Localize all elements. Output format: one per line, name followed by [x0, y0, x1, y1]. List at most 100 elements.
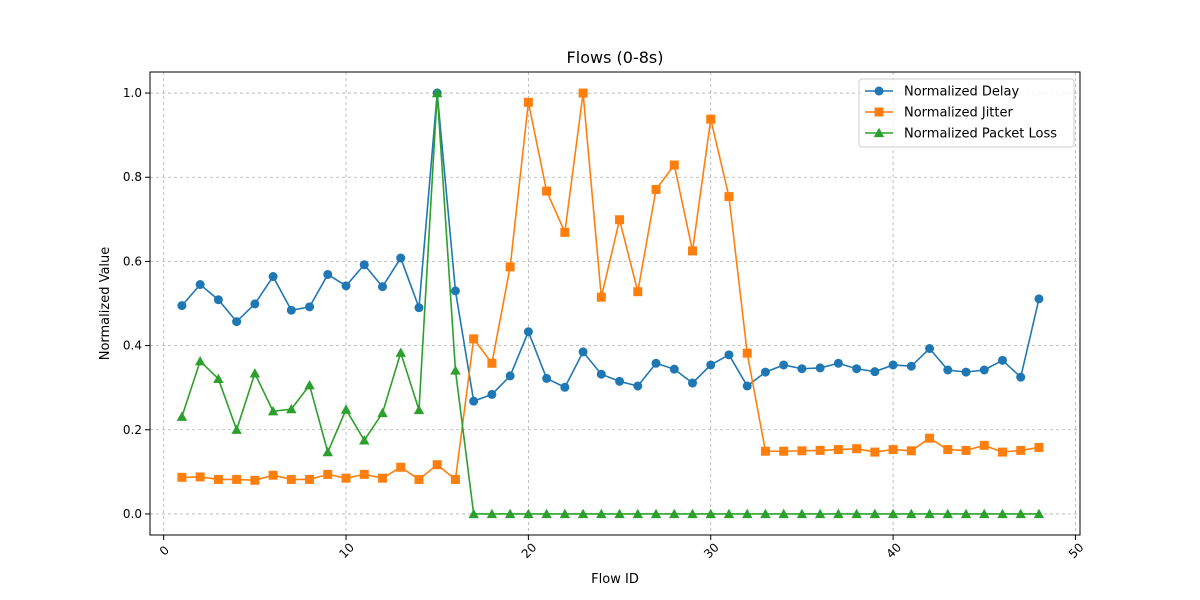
- data-point: [1033, 508, 1045, 519]
- data-point: [249, 368, 261, 378]
- legend-label: Normalized Delay: [904, 85, 1019, 100]
- data-point: [998, 355, 1007, 365]
- data-point: [851, 508, 862, 519]
- data-point: [870, 367, 880, 377]
- data-point: [232, 317, 242, 327]
- data-point: [432, 460, 442, 470]
- data-point: [250, 299, 260, 309]
- data-point: [688, 246, 697, 256]
- y-tick-label: 0.4: [123, 339, 142, 353]
- data-point: [250, 475, 260, 485]
- data-point: [486, 508, 498, 519]
- data-point: [560, 382, 570, 392]
- data-point: [231, 424, 242, 434]
- y-axis-label: Normalized Value: [98, 247, 113, 361]
- data-point: [888, 360, 898, 370]
- data-point: [778, 508, 789, 519]
- data-point: [688, 378, 697, 388]
- data-point: [651, 184, 661, 194]
- data-point: [1016, 372, 1026, 382]
- data-point: [687, 508, 698, 519]
- y-tick-label: 0.2: [123, 423, 142, 437]
- y-tick-label: 0.0: [123, 507, 142, 521]
- data-point: [468, 508, 479, 519]
- legend-label: Normalized Packet Loss: [904, 127, 1057, 142]
- data-point: [869, 508, 881, 519]
- data-point: [341, 281, 351, 291]
- data-point: [286, 403, 297, 414]
- data-point: [487, 389, 497, 399]
- data-point: [578, 347, 588, 357]
- data-point: [906, 361, 916, 371]
- data-point: [779, 446, 789, 456]
- data-point: [998, 447, 1007, 457]
- data-point: [924, 508, 935, 519]
- data-point: [814, 508, 826, 519]
- data-point: [195, 280, 205, 290]
- data-point: [633, 287, 643, 297]
- data-point: [615, 376, 625, 386]
- legend: Normalized Delay Normalized Jitter Normali…: [858, 78, 1075, 148]
- data-point: [888, 445, 898, 455]
- data-point: [961, 445, 971, 455]
- data-point: [979, 365, 989, 375]
- data-point: [450, 286, 460, 296]
- plot-frame: [149, 71, 1081, 536]
- y-tick-label: 0.6: [123, 254, 142, 268]
- data-point: [268, 470, 278, 480]
- data-point: [542, 186, 552, 196]
- data-point: [760, 367, 770, 377]
- legend-item: Normalized Delay: [865, 85, 1019, 100]
- data-point: [615, 215, 625, 225]
- data-point: [232, 474, 242, 484]
- data-point: [1016, 445, 1026, 455]
- data-point: [797, 364, 807, 374]
- data-point: [194, 355, 206, 366]
- data-point: [523, 508, 534, 519]
- data-point: [578, 88, 588, 98]
- data-point: [632, 508, 643, 519]
- data-point: [414, 303, 424, 313]
- x-axis-label: Flow ID: [591, 572, 639, 587]
- data-point: [304, 379, 315, 390]
- data-point: [724, 192, 734, 202]
- data-point: [359, 260, 369, 270]
- data-point: [523, 97, 533, 107]
- data-point: [833, 445, 843, 455]
- data-point: [997, 508, 1008, 519]
- data-point: [487, 358, 497, 368]
- data-point: [852, 364, 862, 374]
- data-point: [176, 411, 188, 421]
- data-point: [779, 360, 789, 370]
- data-point: [906, 446, 916, 456]
- data-point: [614, 508, 625, 519]
- series-normalized-packet-loss: [176, 87, 1045, 519]
- legend-label: Normalized Jitter: [904, 106, 1013, 121]
- data-point: [706, 114, 716, 124]
- data-point: [377, 407, 388, 418]
- data-point: [323, 269, 333, 279]
- data-point: [887, 508, 899, 519]
- data-point: [341, 473, 351, 483]
- data-point: [396, 462, 406, 472]
- data-point: [742, 348, 752, 358]
- data-point: [542, 373, 552, 383]
- data-point: [359, 469, 369, 479]
- data-point: [268, 272, 278, 282]
- data-point: [340, 404, 352, 414]
- data-point: [943, 445, 953, 455]
- data-point: [1034, 294, 1044, 304]
- data-point: [669, 160, 679, 170]
- data-point: [541, 508, 552, 519]
- legend-marker: [874, 107, 884, 117]
- data-point: [432, 87, 443, 98]
- data-point: [505, 371, 515, 381]
- data-point: [943, 365, 953, 375]
- data-point: [596, 508, 607, 519]
- data-point: [577, 508, 589, 519]
- data-point: [560, 227, 570, 237]
- data-point: [852, 444, 862, 454]
- data-point: [705, 508, 716, 519]
- series-normalized-jitter: [177, 88, 1044, 485]
- data-point: [633, 381, 643, 391]
